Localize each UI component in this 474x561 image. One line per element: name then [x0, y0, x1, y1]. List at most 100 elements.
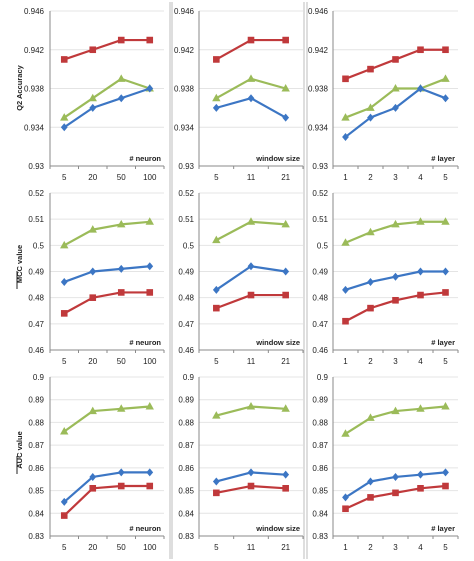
chart-panel: 0.46 0.47 0.48 0.49 0.5 0.51 0.52 5 20 50 100 # neu…: [28, 189, 165, 366]
y-tick-label: 0.52: [28, 189, 44, 198]
data-point-triangle: [391, 84, 400, 92]
data-point-diamond: [282, 113, 290, 122]
data-point-diamond: [442, 468, 449, 477]
x-tick-label: 20: [88, 173, 97, 182]
y-tick-label: 0.946: [24, 7, 45, 16]
y-tick-label: 0.46: [178, 346, 194, 355]
x-tick-label: 20: [88, 543, 97, 552]
data-point-triangle: [416, 217, 425, 225]
x-tick-label: 5: [443, 543, 448, 552]
data-point-square: [392, 489, 399, 497]
x-tick-label: 5: [62, 173, 67, 182]
y-tick-label: 0.47: [28, 320, 44, 329]
x-tick-label: 5: [443, 357, 448, 366]
y-tick-label: 0.51: [178, 215, 194, 224]
x-tick-label: 3: [393, 173, 398, 182]
x-tick-label: 50: [117, 357, 126, 366]
chart-panel: 0.93 0.934 0.938 0.942 0.946 5 20 50 100 # neuron: [24, 7, 165, 182]
series-line-green: [63, 405, 150, 433]
y-tick-label: 0.48: [178, 294, 194, 303]
data-point-triangle: [246, 217, 256, 225]
series-line-green: [63, 77, 151, 119]
data-point-square: [117, 289, 125, 296]
y-tick-label: 0.942: [24, 46, 45, 55]
data-point-diamond: [342, 132, 349, 141]
data-point-square: [342, 75, 349, 83]
chart-panel: 0.46 0.47 0.48 0.49 0.5 0.51 0.52 1 2 3 4 5 # layer: [312, 189, 459, 366]
x-tick-label: 11: [247, 357, 256, 366]
x-tick-label: 50: [117, 173, 126, 182]
data-point-triangle: [117, 219, 126, 228]
data-point-square: [282, 485, 289, 492]
chart-panel: 0.93 0.934 0.938 0.942 0.946 1 2 3 4 5 # layer: [308, 7, 459, 182]
x-tick-label: 5: [214, 357, 219, 366]
data-point-diamond: [392, 103, 399, 112]
data-point-square: [417, 485, 424, 492]
data-point-triangle: [441, 74, 450, 82]
y-tick-label: 0.84: [28, 509, 44, 518]
data-point-square: [247, 482, 255, 490]
data-point-square: [442, 46, 449, 54]
x-axis-title: window size: [255, 154, 300, 163]
y-tick-label: 0.88: [312, 418, 328, 427]
y-tick-label: 0.84: [178, 509, 194, 518]
series-line-red: [63, 291, 150, 315]
data-point-triangle: [117, 74, 126, 82]
data-point-diamond: [117, 468, 125, 477]
data-point-diamond: [212, 477, 220, 486]
x-tick-label: 3: [393, 543, 398, 552]
data-point-triangle: [281, 404, 290, 412]
x-tick-label: 4: [418, 357, 423, 366]
data-point-triangle: [341, 238, 350, 246]
data-point-triangle: [366, 413, 375, 421]
data-point-triangle: [281, 219, 290, 228]
data-point-triangle: [145, 217, 154, 225]
y-tick-label: 0.85: [28, 487, 44, 496]
data-point-diamond: [60, 497, 68, 506]
x-tick-label: 21: [281, 357, 290, 366]
chart-panel: 0.83 0.84 0.85 0.86 0.87 0.88 0.89 0.9 1 2 3 4 5 # la…: [312, 373, 459, 552]
series-line-blue: [63, 471, 150, 503]
data-point-triangle: [88, 225, 97, 233]
data-point-diamond: [367, 477, 374, 486]
data-point-diamond: [342, 285, 349, 294]
y-tick-label: 0.49: [312, 268, 328, 277]
series-line-red: [344, 291, 446, 323]
data-point-square: [247, 36, 255, 44]
y-tick-label: 0.938: [24, 85, 45, 94]
y-tick-label: 0.934: [308, 123, 329, 132]
y-tick-label: 0.87: [312, 441, 328, 450]
y-tick-label: 0.85: [312, 487, 328, 496]
data-point-diamond: [212, 103, 220, 112]
data-point-square: [417, 46, 424, 54]
chart-panel: 0.46 0.47 0.48 0.49 0.5 0.51 0.52 5 11 21 window s…: [178, 189, 304, 366]
data-point-diamond: [60, 123, 68, 132]
data-point-square: [247, 291, 255, 299]
data-point-triangle: [212, 411, 221, 419]
y-tick-label: 0.942: [308, 46, 329, 55]
data-point-square: [60, 56, 68, 63]
y-tick-label: 0.9: [183, 373, 195, 382]
row-label-accuracy: Q2 Accuracy: [15, 64, 24, 110]
x-tick-label: 1: [343, 357, 348, 366]
x-axis-title: # layer: [431, 154, 455, 163]
y-tick-label: 0.938: [174, 85, 195, 94]
y-tick-label: 0.49: [178, 268, 194, 277]
y-tick-label: 0.9: [33, 373, 45, 382]
series-line-red: [63, 484, 150, 517]
data-point-diamond: [212, 285, 220, 294]
data-point-diamond: [392, 272, 399, 281]
row-label-auc: AUC value: [15, 431, 24, 469]
data-point-triangle: [441, 402, 450, 410]
y-tick-label: 0.86: [178, 464, 194, 473]
x-axis-title: # neuron: [129, 154, 161, 163]
data-point-diamond: [282, 267, 290, 276]
data-point-diamond: [117, 94, 125, 103]
y-tick-label: 0.86: [28, 464, 44, 473]
data-point-triangle: [60, 240, 69, 249]
chart-panel: 0.83 0.84 0.85 0.86 0.87 0.88 0.89 0.9 5 11 21 wind…: [178, 373, 304, 552]
data-point-square: [282, 36, 289, 44]
data-point-diamond: [89, 472, 97, 481]
data-point-square: [367, 494, 374, 501]
y-tick-label: 0.87: [178, 441, 194, 450]
